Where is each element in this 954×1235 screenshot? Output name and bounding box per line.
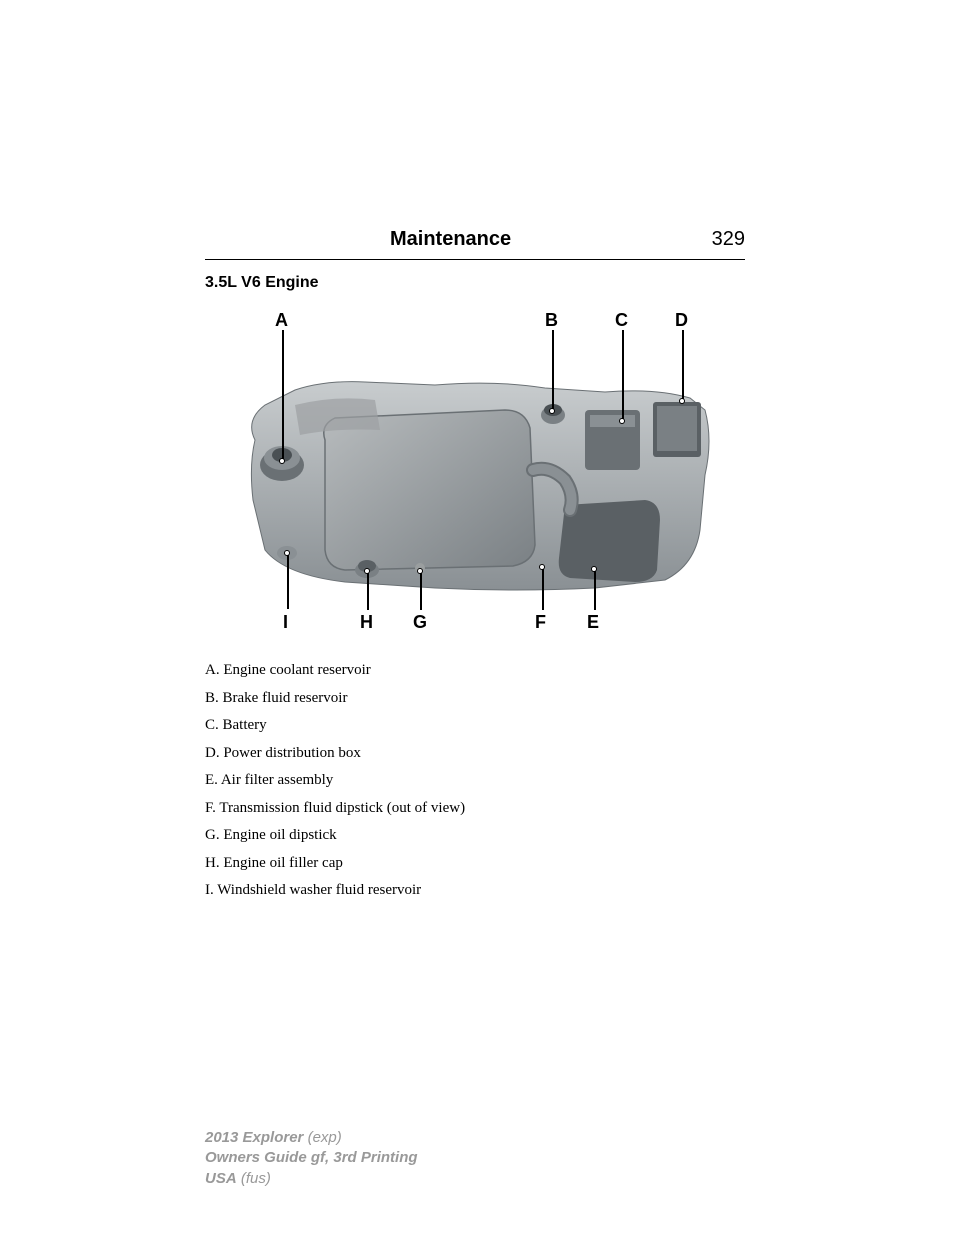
page-content: Maintenance 329 3.5L V6 Engine — [205, 228, 745, 906]
leader-dot — [364, 568, 370, 574]
legend-item-f: F. Transmission fluid dipstick (out of v… — [205, 796, 745, 822]
footer-guide: Owners Guide gf, 3rd Printing — [205, 1148, 418, 1168]
footer-region: USA — [205, 1170, 237, 1187]
leader-dot — [539, 564, 545, 570]
leader-dot — [417, 568, 423, 574]
legend-item-c: C. Battery — [205, 713, 745, 739]
footer-model-code: (exp) — [303, 1129, 341, 1146]
diagram-label-c: C — [615, 310, 628, 331]
page-footer: 2013 Explorer (exp) Owners Guide gf, 3rd… — [205, 1128, 418, 1189]
footer-model: 2013 Explorer — [205, 1129, 303, 1146]
diagram-label-i: I — [283, 612, 288, 633]
subsection-title: 3.5L V6 Engine — [205, 274, 745, 292]
legend-item-h: H. Engine oil filler cap — [205, 851, 745, 877]
leader-line — [682, 330, 684, 400]
legend-item-d: D. Power distribution box — [205, 741, 745, 767]
leader-dot — [549, 408, 555, 414]
leader-dot — [591, 566, 597, 572]
legend-item-e: E. Air filter assembly — [205, 768, 745, 794]
leader-line — [287, 554, 289, 609]
leader-dot — [679, 398, 685, 404]
diagram-label-b: B — [545, 310, 558, 331]
leader-line — [552, 330, 554, 410]
diagram-label-g: G — [413, 612, 427, 633]
leader-line — [594, 570, 596, 610]
leader-line — [622, 330, 624, 420]
legend-item-b: B. Brake fluid reservoir — [205, 686, 745, 712]
leader-line — [282, 330, 284, 460]
diagram-label-h: H — [360, 612, 373, 633]
leader-dot — [279, 458, 285, 464]
leader-line — [542, 568, 544, 610]
legend-list: A. Engine coolant reservoirB. Brake flui… — [205, 658, 745, 904]
diagram-label-e: E — [587, 612, 599, 633]
section-title: Maintenance — [390, 228, 511, 251]
legend-item-i: I. Windshield washer fluid reservoir — [205, 878, 745, 904]
page-number: 329 — [712, 228, 745, 251]
leader-line — [420, 572, 422, 610]
leader-line — [367, 572, 369, 610]
leader-dot — [284, 550, 290, 556]
diagram-label-f: F — [535, 612, 546, 633]
engine-illustration — [235, 310, 715, 640]
diagram-label-d: D — [675, 310, 688, 331]
footer-region-code: (fus) — [237, 1170, 271, 1187]
diagram-label-a: A — [275, 310, 288, 331]
leader-dot — [619, 418, 625, 424]
legend-item-a: A. Engine coolant reservoir — [205, 658, 745, 684]
engine-diagram: A B C D I H G F E — [235, 310, 715, 640]
page-header: Maintenance 329 — [205, 228, 745, 260]
legend-item-g: G. Engine oil dipstick — [205, 823, 745, 849]
